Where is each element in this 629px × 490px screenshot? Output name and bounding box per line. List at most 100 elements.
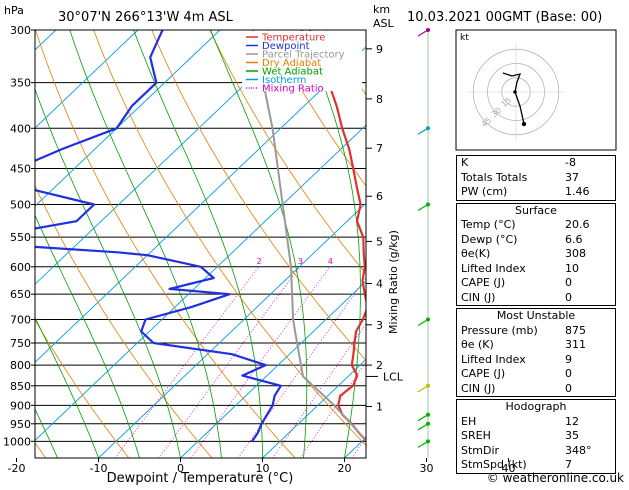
- mixing-ratio-label-3: 3: [298, 257, 303, 266]
- location-title: 30°07'N 266°13'W 4m ASL: [58, 10, 234, 25]
- km-label: km: [373, 3, 390, 16]
- dry-adiabat: [94, 30, 379, 458]
- km-tick-6: 6: [376, 190, 383, 203]
- unstable-lifted-index: Lifted Index 9: [461, 353, 611, 368]
- unstable-lifted-index-value: 9: [565, 353, 611, 368]
- wind-barb-dot-1: [426, 126, 430, 130]
- pressure-tick-350: 350: [10, 77, 31, 90]
- surface-temp-c: Temp (°C) 20.6: [461, 218, 611, 233]
- pressure-tick-650: 650: [10, 288, 31, 301]
- wind-barb-dot-2: [426, 203, 430, 207]
- isotherm: [0, 30, 302, 458]
- km-tick-1: 1: [376, 400, 383, 413]
- unstable-title: Most Unstable: [461, 309, 611, 324]
- wet-adiabat: [16, 30, 181, 458]
- mixing-ratio-label: Mixing Ratio (g/kg): [387, 230, 400, 334]
- km-tick-2: 2: [376, 359, 383, 372]
- hodo-stmspd-kt-label: StmSpd (kt): [461, 458, 527, 473]
- hodograph-frame: [456, 30, 616, 150]
- dry-adiabat: [0, 30, 212, 458]
- index-pw-cm-value: 1.46: [565, 185, 611, 200]
- surface-dewp-c: Dewp (°C)6.6: [461, 233, 611, 248]
- pressure-tick-750: 750: [10, 337, 31, 350]
- mixing-ratio-label-6: 6: [372, 257, 377, 266]
- hodo-stmspd-kt: StmSpd (kt) 7: [461, 458, 611, 473]
- km-tick-4: 4: [376, 277, 383, 290]
- km-tick-7: 7: [376, 142, 383, 155]
- unstable-lifted-index-label: Lifted Index: [461, 353, 526, 368]
- index-k: K -8: [461, 156, 611, 171]
- unstable--e-k: θe (K) 311: [461, 338, 611, 353]
- unstable--e-k-value: 311: [565, 338, 611, 353]
- wind-barb-dot-4: [426, 384, 430, 388]
- surface-dewp-c-label: Dewp (°C): [461, 233, 517, 248]
- index-pw-cm-label: PW (cm): [461, 185, 507, 200]
- hodo-sreh-label: SREH: [461, 429, 491, 444]
- index-totals-totals-label: Totals Totals: [461, 171, 527, 186]
- dewpoint-line: [0, 30, 281, 441]
- hodo-stmdir-label: StmDir: [461, 444, 499, 459]
- dry-adiabat: [617, 30, 629, 458]
- x-tick--20: -20: [8, 462, 26, 475]
- wind-barb-dot-7: [426, 439, 430, 443]
- unstable-cape-j-label: CAPE (J): [461, 367, 505, 382]
- unstable-pressure-mb: Pressure (mb)875: [461, 324, 611, 339]
- surface-lifted-index-value: 10: [565, 262, 611, 277]
- pressure-tick-300: 300: [10, 24, 31, 37]
- surface-cin-j: CIN (J)0: [461, 291, 611, 306]
- km-tick-9: 9: [376, 43, 383, 56]
- surface-lifted-index: Lifted Index 10: [461, 262, 611, 277]
- surface-temp-c-label: Temp (°C): [461, 218, 516, 233]
- isotherm: [0, 30, 220, 458]
- pressure-tick-400: 400: [10, 122, 31, 135]
- wind-barb-dot-6: [426, 422, 430, 426]
- unstable-cin-j-label: CIN (J): [461, 382, 495, 397]
- hodograph-kt-label: kt: [460, 33, 469, 43]
- index-k-value: -8: [565, 156, 611, 171]
- pressure-tick-950: 950: [10, 418, 31, 431]
- mixing-ratio-label-4: 4: [328, 257, 333, 266]
- unstable-cin-j: CIN (J)0: [461, 382, 611, 397]
- indices-box: K -8 Totals Totals 37 PW (cm) 1.46: [456, 155, 616, 201]
- unstable-cape-j: CAPE (J)0: [461, 367, 611, 382]
- asl-label: ASL: [373, 17, 395, 30]
- pressure-tick-700: 700: [10, 313, 31, 326]
- surface-lifted-index-label: Lifted Index: [461, 262, 526, 277]
- pressure-tick-500: 500: [10, 199, 31, 212]
- hodo-sreh-value: 35: [565, 429, 611, 444]
- surface-cape-j-value: 0: [565, 276, 611, 291]
- index-k-label: K: [461, 156, 468, 171]
- surface-cin-j-label: CIN (J): [461, 291, 495, 306]
- hodo-stmspd-kt-value: 7: [565, 458, 611, 473]
- hodograph-storm-dot: [513, 90, 517, 94]
- lcl-label: LCL: [383, 370, 404, 383]
- wind-barb-dot-3: [426, 317, 430, 321]
- surface-temp-c-value: 20.6: [565, 218, 611, 233]
- wind-barb-dot-0: [426, 28, 430, 32]
- unstable-pressure-mb-label: Pressure (mb): [461, 324, 538, 339]
- hodo-eh-value: 12: [565, 415, 611, 430]
- mixing-ratio-label-8: 8: [404, 257, 409, 266]
- pressure-tick-900: 900: [10, 399, 31, 412]
- mixing-ratio-label-2: 2: [257, 257, 262, 266]
- hodo-sreh: SREH 35: [461, 429, 611, 444]
- index-totals-totals: Totals Totals 37: [461, 171, 611, 186]
- wind-barb-dot-5: [426, 413, 430, 417]
- km-tick-3: 3: [376, 319, 383, 332]
- index-totals-totals-value: 37: [565, 171, 611, 186]
- x-axis-label: Dewpoint / Temperature (°C): [107, 471, 294, 486]
- datetime-title: 10.03.2021 00GMT (Base: 00): [407, 10, 602, 25]
- x-tick-30: 30: [419, 462, 433, 475]
- hodograph-stats-title: Hodograph: [461, 400, 611, 415]
- km-tick-8: 8: [376, 93, 383, 106]
- pressure-tick-800: 800: [10, 359, 31, 372]
- pressure-tick-850: 850: [10, 380, 31, 393]
- x-tick--10: -10: [90, 462, 108, 475]
- unstable--e-k-label: θe (K): [461, 338, 494, 353]
